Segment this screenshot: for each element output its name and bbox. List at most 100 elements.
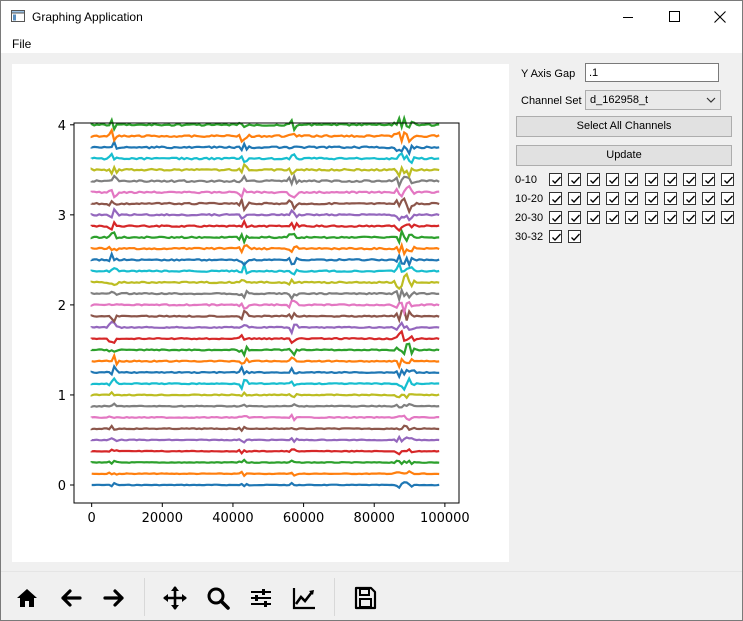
checkmark-icon: [685, 176, 695, 184]
channel-checkbox[interactable]: [587, 211, 601, 224]
checkmark-icon: [571, 233, 581, 241]
channel-row-label: 0-10: [515, 174, 538, 186]
checkmark-icon: [609, 195, 619, 203]
channel-checkbox[interactable]: [568, 211, 582, 224]
channel-checkbox[interactable]: [720, 192, 734, 205]
channel-checkbox[interactable]: [663, 173, 677, 186]
channel-checkbox[interactable]: [644, 173, 658, 186]
channel-checkbox[interactable]: [606, 192, 620, 205]
checkmark-icon: [723, 176, 733, 184]
channel-trace: [90, 364, 440, 380]
channel-row-label: 20-30: [515, 212, 544, 224]
channel-trace: [90, 260, 440, 276]
plot-canvas[interactable]: 0 20000 40000 60000 80000 100000 0 1 2 3 4: [12, 64, 509, 562]
channel-checkbox[interactable]: [549, 173, 562, 186]
channel-checkbox[interactable]: [663, 211, 677, 224]
channel-checkbox[interactable]: [568, 192, 582, 205]
pan-icon: [163, 586, 187, 610]
channel-trace: [90, 402, 440, 409]
close-button[interactable]: [697, 1, 742, 33]
channel-checkbox[interactable]: [625, 211, 639, 224]
minimize-button[interactable]: [605, 1, 651, 33]
menu-bar: File: [1, 33, 742, 53]
channel-trace: [90, 250, 440, 268]
maximize-icon: [669, 11, 680, 22]
x-tick-label: 100000: [420, 511, 470, 526]
save-icon: [354, 586, 377, 610]
checkmark-icon: [685, 214, 695, 222]
y-tick-label: 2: [58, 299, 66, 314]
checkmark-icon: [571, 195, 581, 203]
channel-checkbox[interactable]: [549, 230, 562, 243]
checkmark-icon: [628, 214, 638, 222]
title-bar: Graphing Application: [1, 1, 742, 33]
window-title: Graphing Application: [32, 10, 143, 24]
channel-trace: [90, 424, 440, 433]
channel-checkbox[interactable]: [606, 211, 620, 224]
channel-checkbox[interactable]: [701, 173, 715, 186]
checkmark-icon: [609, 214, 619, 222]
channel-checkbox[interactable]: [625, 192, 639, 205]
channel-checkbox[interactable]: [644, 211, 658, 224]
checkmark-icon: [552, 214, 561, 222]
maximize-button[interactable]: [651, 1, 697, 33]
checkmark-icon: [704, 176, 714, 184]
channel-checkbox[interactable]: [587, 192, 601, 205]
channel-checkbox[interactable]: [587, 173, 601, 186]
update-button[interactable]: Update: [516, 145, 732, 166]
channel-checkbox[interactable]: [549, 192, 562, 205]
checkmark-icon: [666, 176, 676, 184]
channel-checkbox[interactable]: [644, 192, 658, 205]
toolbar-separator: [334, 578, 335, 616]
signal-chart: 0 20000 40000 60000 80000 100000 0 1 2 3 4: [58, 114, 470, 526]
channel-checkbox[interactable]: [682, 192, 696, 205]
channel-checkbox[interactable]: [568, 173, 582, 186]
home-button[interactable]: [13, 584, 41, 612]
channel-checkbox[interactable]: [682, 173, 696, 186]
x-tick-label: 40000: [212, 511, 253, 526]
y-axis-gap-input[interactable]: [585, 63, 719, 82]
checkmark-icon: [666, 195, 676, 203]
checkmark-icon: [590, 214, 600, 222]
channel-checkbox[interactable]: [606, 173, 620, 186]
channel-trace: [90, 434, 440, 444]
channel-checkbox[interactable]: [720, 173, 734, 186]
channel-checkbox[interactable]: [701, 211, 715, 224]
checkmark-icon: [590, 176, 600, 184]
y-tick-label: 1: [58, 389, 66, 404]
checkmark-icon: [571, 214, 581, 222]
channel-checkbox[interactable]: [663, 192, 677, 205]
channel-checkbox[interactable]: [568, 230, 582, 243]
back-button[interactable]: [57, 584, 85, 612]
channel-row-label: 10-20: [515, 193, 544, 205]
checkmark-icon: [552, 233, 561, 241]
channel-trace: [90, 376, 440, 392]
edit-axis-button[interactable]: [290, 584, 318, 612]
zoom-button[interactable]: [204, 584, 232, 612]
navigation-toolbar: [1, 571, 742, 620]
channel-trace: [91, 469, 440, 478]
channel-checkbox[interactable]: [682, 211, 696, 224]
channel-checkbox[interactable]: [701, 192, 715, 205]
x-tick-label: 0: [88, 511, 96, 526]
channel-row-label: 30-32: [515, 231, 544, 243]
channel-checkbox[interactable]: [549, 211, 562, 224]
channel-trace: [90, 272, 440, 291]
y-tick-label: 3: [58, 209, 66, 224]
channel-checkbox[interactable]: [625, 173, 639, 186]
pan-button[interactable]: [161, 584, 189, 612]
checkmark-icon: [571, 176, 581, 184]
menu-file[interactable]: File: [12, 37, 32, 51]
home-icon: [17, 589, 37, 607]
select-all-channels-button[interactable]: Select All Channels: [516, 116, 732, 137]
app-icon: [11, 10, 25, 22]
checkmark-icon: [666, 214, 676, 222]
channel-set-select[interactable]: d_162958_t: [585, 90, 721, 110]
checkmark-icon: [552, 195, 561, 203]
channel-checkbox[interactable]: [720, 211, 734, 224]
save-button[interactable]: [351, 584, 379, 612]
channel-trace: [90, 329, 440, 345]
forward-button[interactable]: [100, 584, 128, 612]
configure-subplots-button[interactable]: [247, 584, 275, 612]
